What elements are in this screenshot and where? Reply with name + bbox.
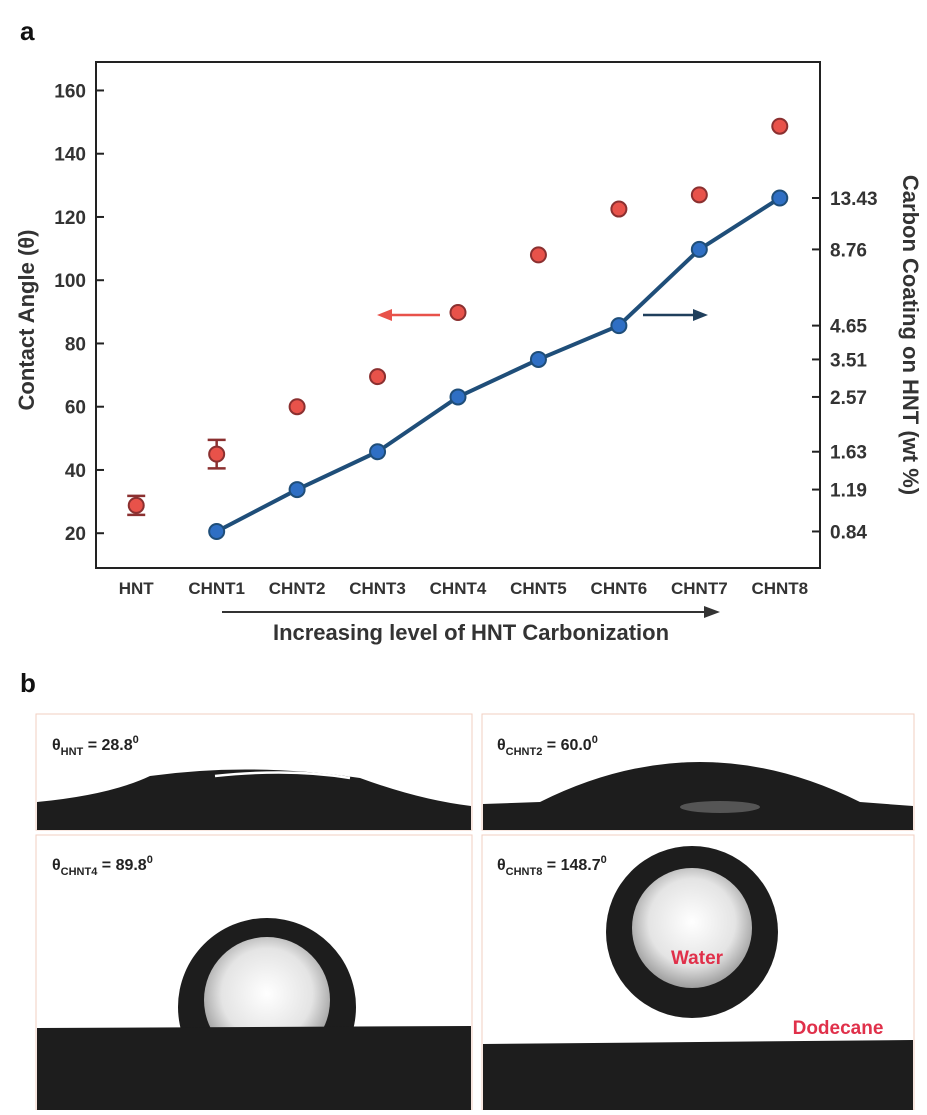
liquid-label: Dodecane xyxy=(793,1018,884,1039)
caption-superscript: 0 xyxy=(147,854,153,866)
panel-label: a xyxy=(20,16,35,46)
y-tick-label: 80 xyxy=(65,334,86,355)
y-tick-label: 60 xyxy=(65,398,86,419)
caption-symbol: θ xyxy=(52,857,61,874)
caption-subscript: CHNT2 xyxy=(506,746,543,758)
caption-value: = 60.0 xyxy=(542,737,591,754)
substrate xyxy=(483,1040,913,1110)
y-tick-label: 120 xyxy=(54,208,86,229)
reflection xyxy=(680,801,760,813)
caption-value: = 89.8 xyxy=(97,857,146,874)
y-tick-label: 160 xyxy=(54,81,86,102)
chart: 20 40 60 80 100 120 140 160 0.84 1.19 1.63 2.57 3.51… xyxy=(14,61,923,645)
y2-tick-label: 0.84 xyxy=(830,522,867,543)
series-line xyxy=(215,196,781,534)
data-point xyxy=(610,200,628,218)
data-point xyxy=(208,522,226,540)
data-point xyxy=(369,443,387,461)
x-tick-label: CHNT5 xyxy=(510,579,567,598)
plot-frame xyxy=(95,61,821,569)
photo-caption: θHNT = 28.80 xyxy=(52,734,139,758)
caption-subscript: CHNT8 xyxy=(506,866,543,878)
y2-tick-label: 2.57 xyxy=(830,388,867,409)
data-point xyxy=(449,388,467,406)
y2-tick-label: 3.51 xyxy=(830,350,867,371)
y-tick-label: 20 xyxy=(65,524,86,545)
caption-superscript: 0 xyxy=(592,734,598,746)
photo-hnt xyxy=(35,713,473,831)
liquid-label: Water xyxy=(671,948,724,969)
x-tick-label: HNT xyxy=(119,579,155,598)
data-point xyxy=(288,398,306,416)
data-point xyxy=(690,240,708,258)
caption-value: = 148.7 xyxy=(542,857,600,874)
photo-chnt8: Water Dodecane xyxy=(481,834,915,1111)
data-point xyxy=(288,481,306,499)
y-axis-label: Contact Angle (θ) xyxy=(14,230,39,411)
y2-tick-label: 8.76 xyxy=(830,240,867,261)
x-tick-label: CHNT2 xyxy=(269,579,326,598)
y2-tick-label: 1.19 xyxy=(830,481,867,502)
data-point xyxy=(771,117,789,135)
x-tick-label: CHNT4 xyxy=(430,579,487,598)
x-tick-label: CHNT3 xyxy=(349,579,406,598)
x-tick-label: CHNT6 xyxy=(591,579,648,598)
y2-axis-label: Carbon Coating on HNT (wt %) xyxy=(898,175,923,495)
photo-chnt2 xyxy=(481,713,915,831)
caption-symbol: θ xyxy=(52,737,61,754)
data-point xyxy=(529,350,547,368)
substrate xyxy=(37,1026,471,1110)
caption-subscript: CHNT4 xyxy=(61,866,99,878)
y-tick-label: 40 xyxy=(65,461,86,482)
axis-arrow-head xyxy=(704,606,720,618)
data-point xyxy=(208,445,226,463)
photo-caption: θCHNT8 = 148.70 xyxy=(497,854,607,878)
data-point xyxy=(449,303,467,321)
droplet-core xyxy=(632,868,752,988)
data-point xyxy=(369,368,387,386)
photo-caption: θCHNT2 = 60.00 xyxy=(497,734,598,758)
series-arrow-head xyxy=(377,309,392,321)
data-point xyxy=(610,317,628,335)
caption-symbol: θ xyxy=(497,857,506,874)
y2-tick-label: 4.65 xyxy=(830,317,867,338)
photo-chnt4 xyxy=(35,834,473,1111)
data-point xyxy=(529,246,547,264)
droplet xyxy=(483,762,913,830)
x-tick-label: CHNT1 xyxy=(188,579,245,598)
caption-symbol: θ xyxy=(497,737,506,754)
caption-value: = 28.8 xyxy=(83,737,132,754)
y2-tick-label: 1.63 xyxy=(830,443,867,464)
photo-caption: θCHNT4 = 89.80 xyxy=(52,854,153,878)
y2-tick-label: 13.43 xyxy=(830,189,878,210)
droplet xyxy=(37,769,471,830)
data-point xyxy=(690,186,708,204)
series-arrow-head xyxy=(693,309,708,321)
y-tick-label: 140 xyxy=(54,145,86,166)
panel-label: b xyxy=(20,668,36,698)
data-point xyxy=(127,496,145,514)
data-point xyxy=(771,189,789,207)
x-tick-label: CHNT8 xyxy=(751,579,808,598)
x-tick-label: CHNT7 xyxy=(671,579,728,598)
y-tick-label: 100 xyxy=(54,271,86,292)
caption-subscript: HNT xyxy=(61,746,84,758)
caption-superscript: 0 xyxy=(601,854,607,866)
x-axis-label: Increasing level of HNT Carbonization xyxy=(273,620,669,645)
highlight xyxy=(214,771,351,780)
caption-superscript: 0 xyxy=(133,734,139,746)
